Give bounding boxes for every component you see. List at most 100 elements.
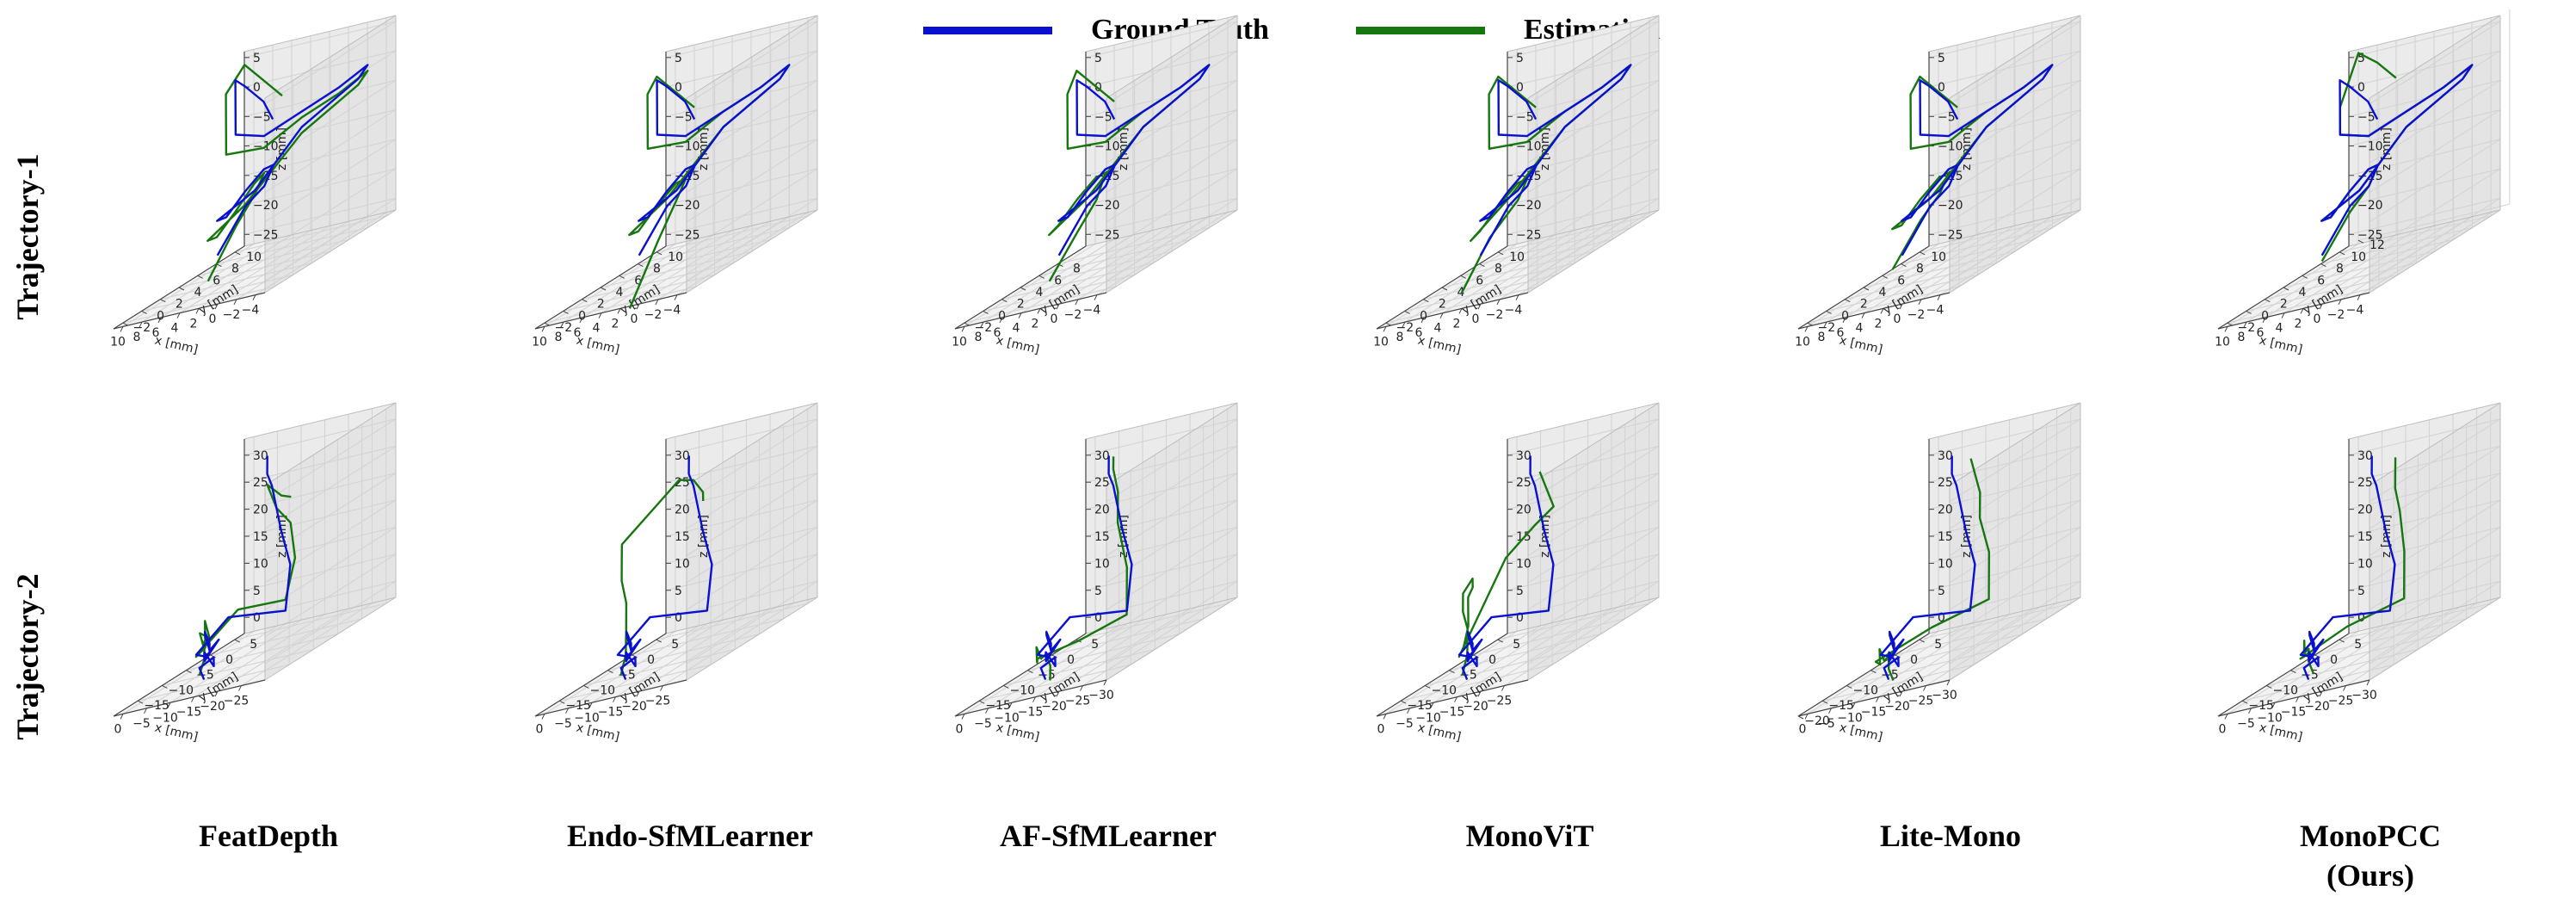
x-tick-mark (1407, 708, 1410, 714)
grid-line (1901, 608, 2034, 692)
y-tick-mark (656, 639, 662, 643)
pane-edge (1527, 15, 1660, 99)
y-tick-mark (1821, 700, 1828, 704)
z-tick-label: 5 (675, 52, 682, 65)
x-tick-label: −4 (2346, 304, 2364, 318)
grid-line (544, 630, 676, 714)
z-tick-label: 5 (1094, 584, 1102, 598)
y-tick-label: −15 (985, 699, 1011, 713)
panel-lite-mono-trajectory-2: −30−25−20−15−10−50−20−15−10−505051015202… (1797, 402, 2081, 745)
ground-truth-trajectory-line (194, 455, 292, 681)
z-tick-label: 5 (2357, 584, 2365, 598)
grid-line (169, 619, 302, 703)
x-tick-mark (191, 696, 194, 702)
pane-edge (1527, 597, 1660, 681)
x-tick-label: 6 (574, 326, 582, 340)
x-tick-label: −30 (2351, 689, 2377, 702)
x-tick-label: −2 (2327, 308, 2345, 322)
grid-line (665, 553, 818, 591)
grid-line (1527, 79, 1660, 164)
grid-line (1949, 473, 2081, 557)
y-tick-label: 8 (231, 263, 239, 276)
x-tick-mark (1037, 308, 1041, 314)
pane-edge (1106, 597, 1238, 681)
y-tick-mark (1863, 287, 1870, 291)
y-tick-label: −10 (1432, 683, 1457, 697)
z-tick-label: 5 (253, 52, 261, 65)
y-tick-mark (1846, 684, 1852, 689)
x-tick-label: −5 (974, 717, 992, 731)
x-tick-label: 2 (612, 317, 619, 331)
x-tick-mark (2319, 303, 2323, 310)
y-tick-label: 12 (2370, 238, 2385, 252)
y-tick-label: −2 (1818, 321, 1836, 335)
x-tick-mark (2281, 312, 2285, 318)
estimation-trajectory-line (206, 64, 369, 282)
grid-line (1058, 608, 1191, 692)
y-tick-label: −15 (144, 699, 169, 713)
x-tick-label: −30 (1088, 689, 1114, 702)
x-tick-label: −4 (1926, 304, 1944, 318)
pane-edge (1106, 209, 1238, 294)
grid-line (243, 418, 397, 456)
grid-line (1106, 79, 1238, 164)
y-tick-label: −5 (1038, 669, 1056, 683)
z-tick-label: 0 (1094, 611, 1102, 625)
x-axis-label: x [mm] (153, 334, 199, 357)
x-tick-label: −5 (1817, 717, 1835, 731)
pane-edge (1527, 209, 1660, 294)
z-tick-label: 10 (1938, 557, 1953, 571)
z-tick-label: 0 (2357, 81, 2365, 95)
x-tick-label: 10 (110, 335, 126, 349)
grid-line (1106, 21, 1238, 105)
x-tick-mark (1056, 303, 1060, 310)
z-tick-label: 5 (1516, 584, 1524, 598)
grid-line (632, 618, 784, 656)
y-tick-label: −20 (1804, 714, 1830, 728)
grid-line (1035, 614, 1167, 698)
axis-line (113, 679, 266, 717)
x-tick-mark (1056, 690, 1060, 697)
y-tick-label: 0 (578, 309, 586, 323)
y-tick-mark (141, 310, 147, 314)
grid-line (1085, 473, 1238, 510)
grid-line (264, 168, 397, 252)
y-tick-mark (1051, 654, 1057, 658)
grid-line (1479, 227, 1631, 265)
grid-line (264, 21, 397, 105)
pane-edge (243, 15, 397, 53)
x-tick-label: −20 (621, 700, 647, 714)
grid-line (1949, 445, 2081, 529)
x-tick-label: 4 (1434, 322, 1442, 336)
z-tick-label: −5 (1938, 110, 1956, 124)
pane-edge (665, 402, 818, 440)
x-tick-mark (1804, 326, 1809, 332)
x-tick-label: 4 (2276, 322, 2283, 336)
z-tick-label: 20 (253, 504, 268, 517)
y-tick-label: 2 (1017, 298, 1025, 312)
grid-line (686, 79, 818, 164)
grid-line (216, 227, 368, 265)
grid-line (141, 274, 293, 312)
x-axis-label: x [mm] (575, 334, 620, 357)
panel-monopcc-trajectory-1: −4−20246810−2024681012−25−20−15−10−505x … (2215, 9, 2511, 357)
x-tick-mark (617, 308, 621, 314)
pane-edge (2369, 209, 2501, 294)
x-tick-mark (1402, 321, 1406, 328)
x-tick-label: −20 (1463, 700, 1488, 714)
grid-line (1497, 603, 1649, 640)
y-tick-mark (632, 654, 638, 658)
pane-edge (665, 209, 818, 247)
grid-line (2321, 608, 2454, 692)
grid-line (1106, 580, 1238, 665)
x-tick-mark (1458, 308, 1463, 314)
axis-line (1797, 633, 1930, 717)
y-tick-mark (983, 310, 989, 314)
x-tick-mark (589, 702, 593, 708)
z-tick-label: −20 (675, 199, 700, 213)
ground-truth-trajectory-line (616, 455, 713, 681)
grid-line (210, 618, 362, 656)
y-tick-label: −10 (2273, 683, 2299, 697)
axis-line (2217, 292, 2370, 330)
y-tick-mark (2314, 654, 2320, 658)
